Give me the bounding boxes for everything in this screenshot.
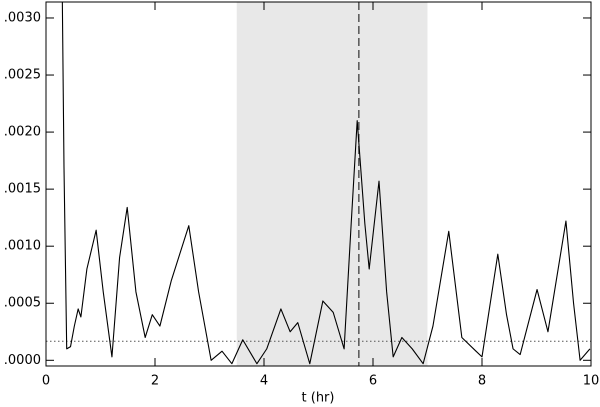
- x-tick-label: 2: [151, 374, 159, 389]
- data-line: [61, 2, 591, 365]
- y-tick-label: .0020: [4, 125, 41, 140]
- y-tick-label: .0025: [4, 68, 41, 83]
- x-tick-label: 8: [478, 374, 486, 389]
- x-tick-label: 6: [369, 374, 377, 389]
- y-tick-label: .0005: [4, 296, 41, 311]
- plot: [46, 2, 591, 366]
- plot-background: [236, 2, 428, 366]
- x-tick-label: 4: [260, 374, 268, 389]
- x-axis-label: t (hr): [302, 391, 335, 406]
- y-tick-label: .0030: [4, 10, 41, 25]
- shaded-interval: [236, 2, 428, 366]
- y-tick-label: .0010: [4, 239, 41, 254]
- plot-frame: [45, 1, 592, 367]
- x-tick-label: 0: [42, 374, 50, 389]
- y-tick-label: .0000: [4, 353, 41, 368]
- x-tick-label: 10: [583, 374, 600, 389]
- y-tick-label: .0015: [4, 182, 41, 197]
